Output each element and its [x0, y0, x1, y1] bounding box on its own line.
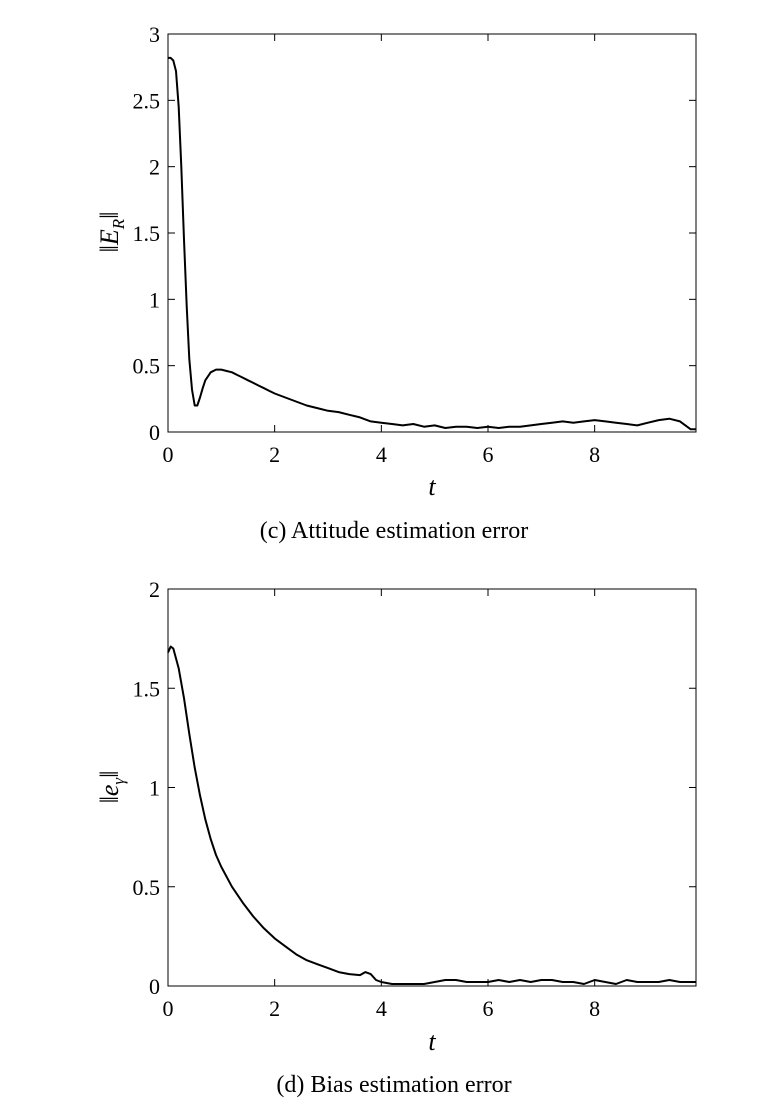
y-axis: 0 0.5 1 1.5 2 — [133, 577, 696, 999]
x-tick-label: 8 — [589, 996, 600, 1021]
y-tick-label: 0.5 — [133, 354, 161, 379]
y-axis-label: ‖ER‖ — [95, 212, 128, 253]
figure-caption: (d) Bias estimation error — [276, 1072, 511, 1098]
x-tick-label: 4 — [376, 996, 387, 1021]
y-tick-label: 1.5 — [133, 221, 161, 246]
y-tick-label: 0 — [149, 974, 160, 999]
x-tick-label: 0 — [163, 442, 174, 467]
x-axis: 0 2 4 6 8 — [163, 34, 600, 467]
y-tick-label: 0 — [149, 420, 160, 445]
y-axis-label-sub: γ — [109, 777, 128, 785]
x-axis: 0 2 4 6 8 — [163, 589, 600, 1021]
y-axis-label-main: ‖E — [95, 229, 124, 252]
y-tick-label: 2 — [149, 155, 160, 180]
series-line — [167, 645, 696, 985]
x-tick-label: 0 — [163, 996, 174, 1021]
y-tick-label: 1 — [149, 776, 160, 801]
y-axis-label-end: ‖ — [95, 212, 124, 219]
x-tick-label: 2 — [269, 442, 280, 467]
x-tick-label: 4 — [376, 442, 387, 467]
bias-error-panel: 0 0.5 1 1.5 2 0 2 4 6 8 t ‖eγ‖ (d) Bias estimati… — [95, 577, 697, 1098]
y-tick-label: 2 — [149, 577, 160, 602]
y-axis-label-main: ‖e — [95, 785, 124, 804]
x-axis-label: t — [428, 472, 436, 501]
y-axis: 0 0.5 1 1.5 2 2.5 3 — [133, 22, 696, 445]
y-axis-label-end: ‖ — [95, 771, 124, 778]
x-axis-label: t — [428, 1027, 436, 1056]
x-tick-label: 2 — [269, 996, 280, 1021]
y-tick-label: 1.5 — [133, 676, 161, 701]
series-line — [168, 56, 696, 431]
plot-frame — [167, 588, 697, 987]
y-axis-label: ‖eγ‖ — [95, 771, 128, 804]
y-tick-label: 0.5 — [133, 875, 161, 900]
y-axis-label-sub: R — [109, 218, 128, 230]
y-tick-label: 3 — [149, 22, 160, 47]
x-tick-label: 6 — [483, 442, 494, 467]
x-tick-label: 8 — [589, 442, 600, 467]
attitude-error-panel: 0 0.5 1 1.5 2 2.5 3 0 2 4 6 8 t ‖ER‖ (c) Attitude … — [95, 22, 697, 544]
x-tick-label: 6 — [483, 996, 494, 1021]
y-tick-label: 1 — [149, 287, 160, 312]
y-tick-label: 2.5 — [133, 88, 161, 113]
figure-caption: (c) Attitude estimation error — [260, 518, 529, 544]
plot-frame — [167, 33, 697, 433]
